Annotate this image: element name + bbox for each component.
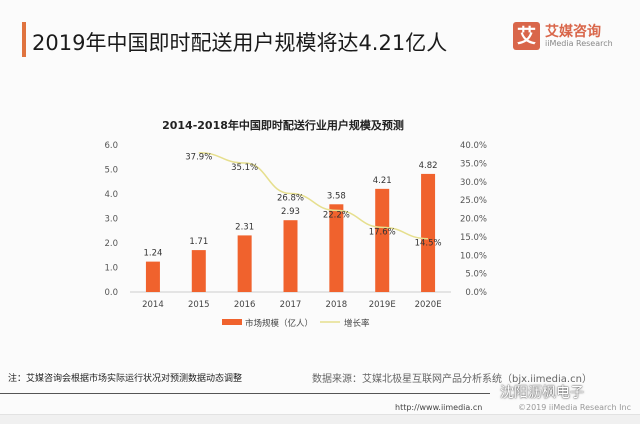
y-right-tick-label: 35.0% (460, 159, 487, 169)
x-tick-label: 2019E (369, 300, 396, 310)
growth-rate-line (198, 151, 429, 240)
y-left-tick-label: 1.0 (104, 264, 118, 274)
data-source: 数据来源：艾媒北极星互联网产品分析系统（bjx.iimedia.cn） (312, 374, 592, 385)
bar (283, 220, 298, 292)
x-tick-label: 2020E (415, 300, 442, 310)
y-right-tick-label: 5.0% (465, 270, 487, 280)
bar (145, 261, 160, 292)
y-left-tick-label: 0.0 (104, 288, 118, 298)
bar-value-label: 2.31 (235, 222, 254, 232)
line-value-label: 26.8% (277, 194, 304, 204)
title-accent-bar (22, 22, 26, 57)
bar-value-label: 3.58 (327, 191, 346, 201)
y-right-tick-label: 20.0% (460, 215, 487, 225)
watermark: 沈阳沥枫电子 (500, 385, 584, 401)
y-right-tick-label: 15.0% (460, 233, 487, 243)
y-left-tick-label: 3.0 (104, 215, 118, 225)
chart: 2014-2018年中国即时配送行业用户规模及预测 0.0 1.0 2.0 3.0 4.… (104, 118, 487, 329)
line-value-label: 22.2% (323, 210, 350, 220)
bar (329, 204, 344, 292)
bar-value-label: 4.21 (373, 176, 392, 186)
line-value-label: 37.9% (185, 153, 212, 163)
y-right-tick-label: 30.0% (460, 178, 487, 188)
copyright: ©2019 iiMedia Research Inc (518, 403, 631, 412)
x-tick-label: 2014 (142, 300, 164, 310)
bar-value-label: 4.82 (419, 161, 438, 171)
x-tick-label: 2016 (234, 300, 256, 310)
bar-value-label: 2.93 (281, 207, 300, 217)
logo-icon: 艾 (513, 22, 540, 50)
bar (191, 250, 206, 292)
line-value-label: 17.6% (369, 227, 396, 237)
bar (237, 235, 252, 292)
bar-value-label: 1.24 (143, 249, 162, 259)
legend-bar-label: 市场规模（亿人） (245, 318, 313, 329)
legend-line-label: 增长率 (344, 318, 370, 329)
logo-subtitle: iiMedia Research (545, 39, 613, 48)
chart-title: 2014-2018年中国即时配送行业用户规模及预测 (162, 118, 404, 132)
y-right-tick-label: 10.0% (460, 251, 487, 261)
x-tick-label: 2018 (326, 300, 348, 310)
website-link[interactable]: http://www.iimedia.cn (395, 403, 483, 412)
y-left-tick-label: 6.0 (104, 141, 118, 151)
line-value-label: 35.1% (231, 163, 258, 173)
y-right-tick-label: 25.0% (460, 196, 487, 206)
line-value-label: 14.5% (415, 239, 442, 249)
y-left-tick-label: 2.0 (104, 239, 118, 249)
iimedia-logo: 艾 艾媒咨询 iiMedia Research (513, 22, 623, 54)
x-tick-label: 2017 (280, 300, 302, 310)
y-right-tick-label: 0.0% (465, 288, 487, 298)
logo-name: 艾媒咨询 (545, 24, 601, 40)
legend-bar-swatch (222, 319, 242, 325)
y-right-tick-label: 40.0% (460, 141, 487, 151)
footer-divider (0, 393, 490, 394)
page-title: 2019年中国即时配送用户规模将达4.21亿人 (32, 31, 448, 55)
bottom-strip (0, 414, 640, 424)
x-tick-label: 2015 (188, 300, 210, 310)
y-left-tick-label: 4.0 (104, 190, 118, 200)
bar-value-label: 1.71 (189, 237, 208, 247)
y-left-tick-label: 5.0 (104, 166, 118, 176)
bar (421, 173, 436, 292)
bar (375, 188, 390, 292)
footnote: 注：艾媒咨询会根据市场实际运行状况对预测数据动态调整 (8, 374, 243, 384)
